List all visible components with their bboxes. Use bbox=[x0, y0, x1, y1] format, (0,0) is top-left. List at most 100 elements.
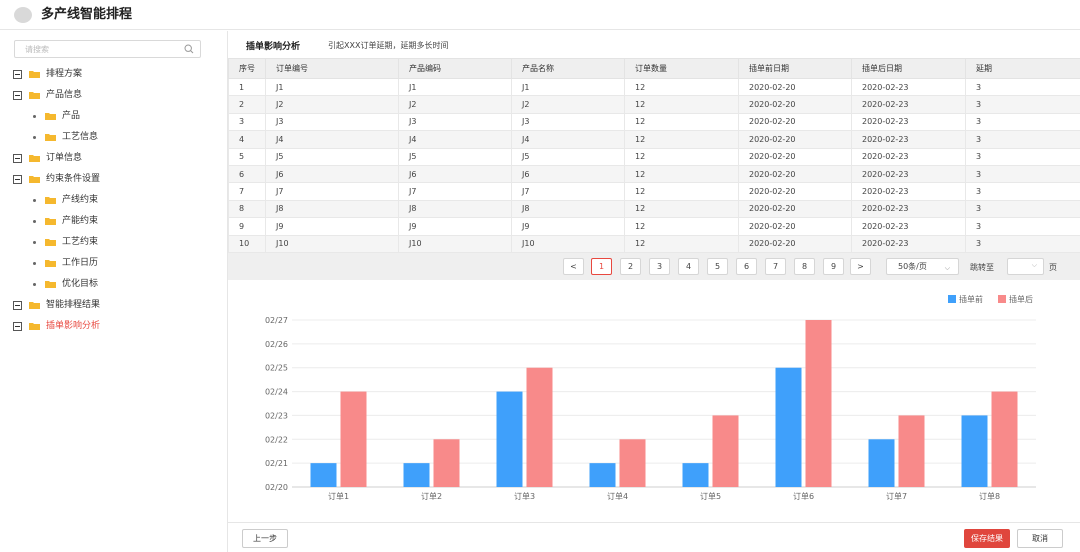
table-row[interactable]: 5 J5 J5 J5 12 2020-02-20 2020-02-23 3 bbox=[228, 147, 1080, 166]
table-cell: J7 bbox=[398, 182, 512, 201]
previous-step-button[interactable]: 上一步 bbox=[242, 529, 288, 548]
page-button[interactable]: 8 bbox=[794, 258, 815, 275]
table-cell: 2020-02-23 bbox=[851, 217, 966, 236]
sidebar-item[interactable]: 优化目标 bbox=[33, 275, 98, 293]
page-size-select[interactable]: 50条/页 ⌵ bbox=[886, 258, 959, 275]
section-header: 插单影响分析 引起XXX订单延期，延期多长时间 bbox=[228, 31, 1080, 58]
search-input[interactable]: 请搜索 bbox=[14, 40, 201, 58]
sidebar-item[interactable]: 工作日历 bbox=[33, 254, 98, 272]
sidebar-item[interactable]: 工艺约束 bbox=[33, 233, 98, 251]
table-cell: 12 bbox=[624, 234, 739, 253]
folder-icon bbox=[29, 92, 40, 99]
table-cell: J3 bbox=[265, 112, 399, 132]
page-button[interactable]: 7 bbox=[765, 258, 786, 275]
sidebar-item[interactable]: 插单影响分析 bbox=[13, 317, 100, 335]
next-page-button[interactable]: > bbox=[850, 258, 871, 275]
x-tick-label: 订单5 bbox=[700, 491, 721, 501]
sidebar-item[interactable]: 排程方案 bbox=[13, 65, 82, 83]
sidebar-item[interactable]: 产品信息 bbox=[13, 86, 82, 104]
table-cell: 12 bbox=[624, 199, 739, 219]
prev-page-button[interactable]: < bbox=[563, 258, 584, 275]
order-table: 序号 订单编号 产品编码 产品名称 订单数量 插单前日期 插单后日期 延期 1 J1 J1 J1 12… bbox=[228, 58, 1080, 253]
bullet-icon bbox=[33, 261, 36, 265]
table-row[interactable]: 10 J10 J10 J10 12 2020-02-20 2020-02-23 3 bbox=[228, 234, 1080, 253]
table-cell: 2020-02-20 bbox=[738, 217, 852, 236]
page-button[interactable]: 5 bbox=[707, 258, 728, 275]
table-cell: 2020-02-23 bbox=[851, 234, 966, 253]
table-cell: J5 bbox=[398, 147, 512, 166]
folder-icon bbox=[29, 155, 40, 162]
collapse-toggle-icon[interactable] bbox=[13, 90, 22, 100]
table-row[interactable]: 2 J2 J2 J2 12 2020-02-20 2020-02-23 3 bbox=[228, 95, 1080, 114]
table-cell: J10 bbox=[265, 234, 399, 253]
collapse-toggle-icon[interactable] bbox=[13, 69, 22, 79]
sidebar-item[interactable]: 产能约束 bbox=[33, 212, 98, 230]
bar-after bbox=[712, 415, 739, 487]
collapse-toggle-icon[interactable] bbox=[13, 300, 22, 310]
folder-icon bbox=[45, 281, 56, 288]
table-cell: 3 bbox=[228, 112, 266, 132]
page-button[interactable]: 6 bbox=[736, 258, 757, 275]
y-tick-label: 02/27 bbox=[265, 316, 288, 325]
table-cell: 3 bbox=[965, 95, 1080, 114]
table-row[interactable]: 1 J1 J1 J1 12 2020-02-20 2020-02-23 3 bbox=[228, 77, 1080, 97]
table-cell: J2 bbox=[398, 95, 512, 114]
footer-bar: 上一步 保存结果 取消 bbox=[228, 522, 1080, 552]
collapse-toggle-icon[interactable] bbox=[13, 153, 22, 163]
sidebar-item[interactable]: 工艺信息 bbox=[33, 128, 98, 146]
sidebar-item[interactable]: 产品 bbox=[33, 107, 80, 125]
save-result-button[interactable]: 保存结果 bbox=[964, 529, 1010, 548]
collapse-toggle-icon[interactable] bbox=[13, 321, 22, 331]
table-row[interactable]: 4 J4 J4 J4 12 2020-02-20 2020-02-23 3 bbox=[228, 130, 1080, 149]
sidebar-item[interactable]: 订单信息 bbox=[13, 149, 82, 167]
table-row[interactable]: 3 J3 J3 J3 12 2020-02-20 2020-02-23 3 bbox=[228, 112, 1080, 132]
table-cell: J7 bbox=[265, 182, 399, 201]
table-row[interactable]: 8 J8 J8 J8 12 2020-02-20 2020-02-23 3 bbox=[228, 199, 1080, 219]
page-button[interactable]: 2 bbox=[620, 258, 641, 275]
table-cell: 2020-02-20 bbox=[738, 130, 852, 149]
table-row[interactable]: 7 J7 J7 J7 12 2020-02-20 2020-02-23 3 bbox=[228, 182, 1080, 201]
cancel-button[interactable]: 取消 bbox=[1017, 529, 1063, 548]
page-button[interactable]: 9 bbox=[823, 258, 844, 275]
column-header: 产品名称 bbox=[511, 58, 625, 79]
collapse-toggle-icon[interactable] bbox=[13, 174, 22, 184]
page-button[interactable]: 3 bbox=[649, 258, 670, 275]
page-button[interactable]: 4 bbox=[678, 258, 699, 275]
folder-icon bbox=[45, 260, 56, 267]
sidebar-item-label: 产品 bbox=[62, 111, 81, 121]
page-unit-label: 页 bbox=[1049, 263, 1057, 272]
table-cell: 12 bbox=[624, 95, 739, 114]
table-cell: 12 bbox=[624, 182, 739, 201]
column-header: 延期 bbox=[965, 58, 1080, 79]
table-cell: J5 bbox=[265, 147, 399, 166]
bullet-icon bbox=[33, 282, 36, 286]
table-cell: J8 bbox=[398, 199, 512, 219]
sidebar-item[interactable]: 智能排程结果 bbox=[13, 296, 100, 314]
table-row[interactable]: 6 J6 J6 J6 12 2020-02-20 2020-02-23 3 bbox=[228, 164, 1080, 184]
table-cell: 2020-02-23 bbox=[851, 199, 966, 219]
bullet-icon bbox=[33, 198, 36, 202]
search-icon[interactable] bbox=[184, 44, 194, 54]
table-cell: 2020-02-23 bbox=[851, 130, 966, 149]
page-button[interactable]: 1 bbox=[591, 258, 612, 275]
table-cell: J2 bbox=[511, 95, 625, 114]
y-tick-label: 02/26 bbox=[265, 340, 288, 349]
sidebar-item[interactable]: 产线约束 bbox=[33, 191, 98, 209]
table-row[interactable]: 9 J9 J9 J9 12 2020-02-20 2020-02-23 3 bbox=[228, 217, 1080, 236]
table-cell: 12 bbox=[624, 130, 739, 149]
folder-icon bbox=[29, 302, 40, 309]
sidebar-item[interactable]: 约束条件设置 bbox=[13, 170, 100, 188]
folder-icon bbox=[29, 323, 40, 330]
table-cell: J10 bbox=[511, 234, 625, 253]
bar-before bbox=[961, 415, 988, 487]
jump-page-input[interactable]: ⌵ bbox=[1007, 258, 1044, 275]
folder-icon bbox=[45, 134, 56, 141]
sidebar-item-label: 插单影响分析 bbox=[46, 321, 101, 331]
column-header: 插单前日期 bbox=[738, 58, 852, 79]
bar-after bbox=[991, 391, 1018, 487]
bar-before bbox=[682, 463, 709, 487]
sidebar-item-label: 优化目标 bbox=[62, 279, 99, 289]
bar-before bbox=[496, 391, 523, 487]
legend-label: 插单后 bbox=[1009, 294, 1033, 304]
